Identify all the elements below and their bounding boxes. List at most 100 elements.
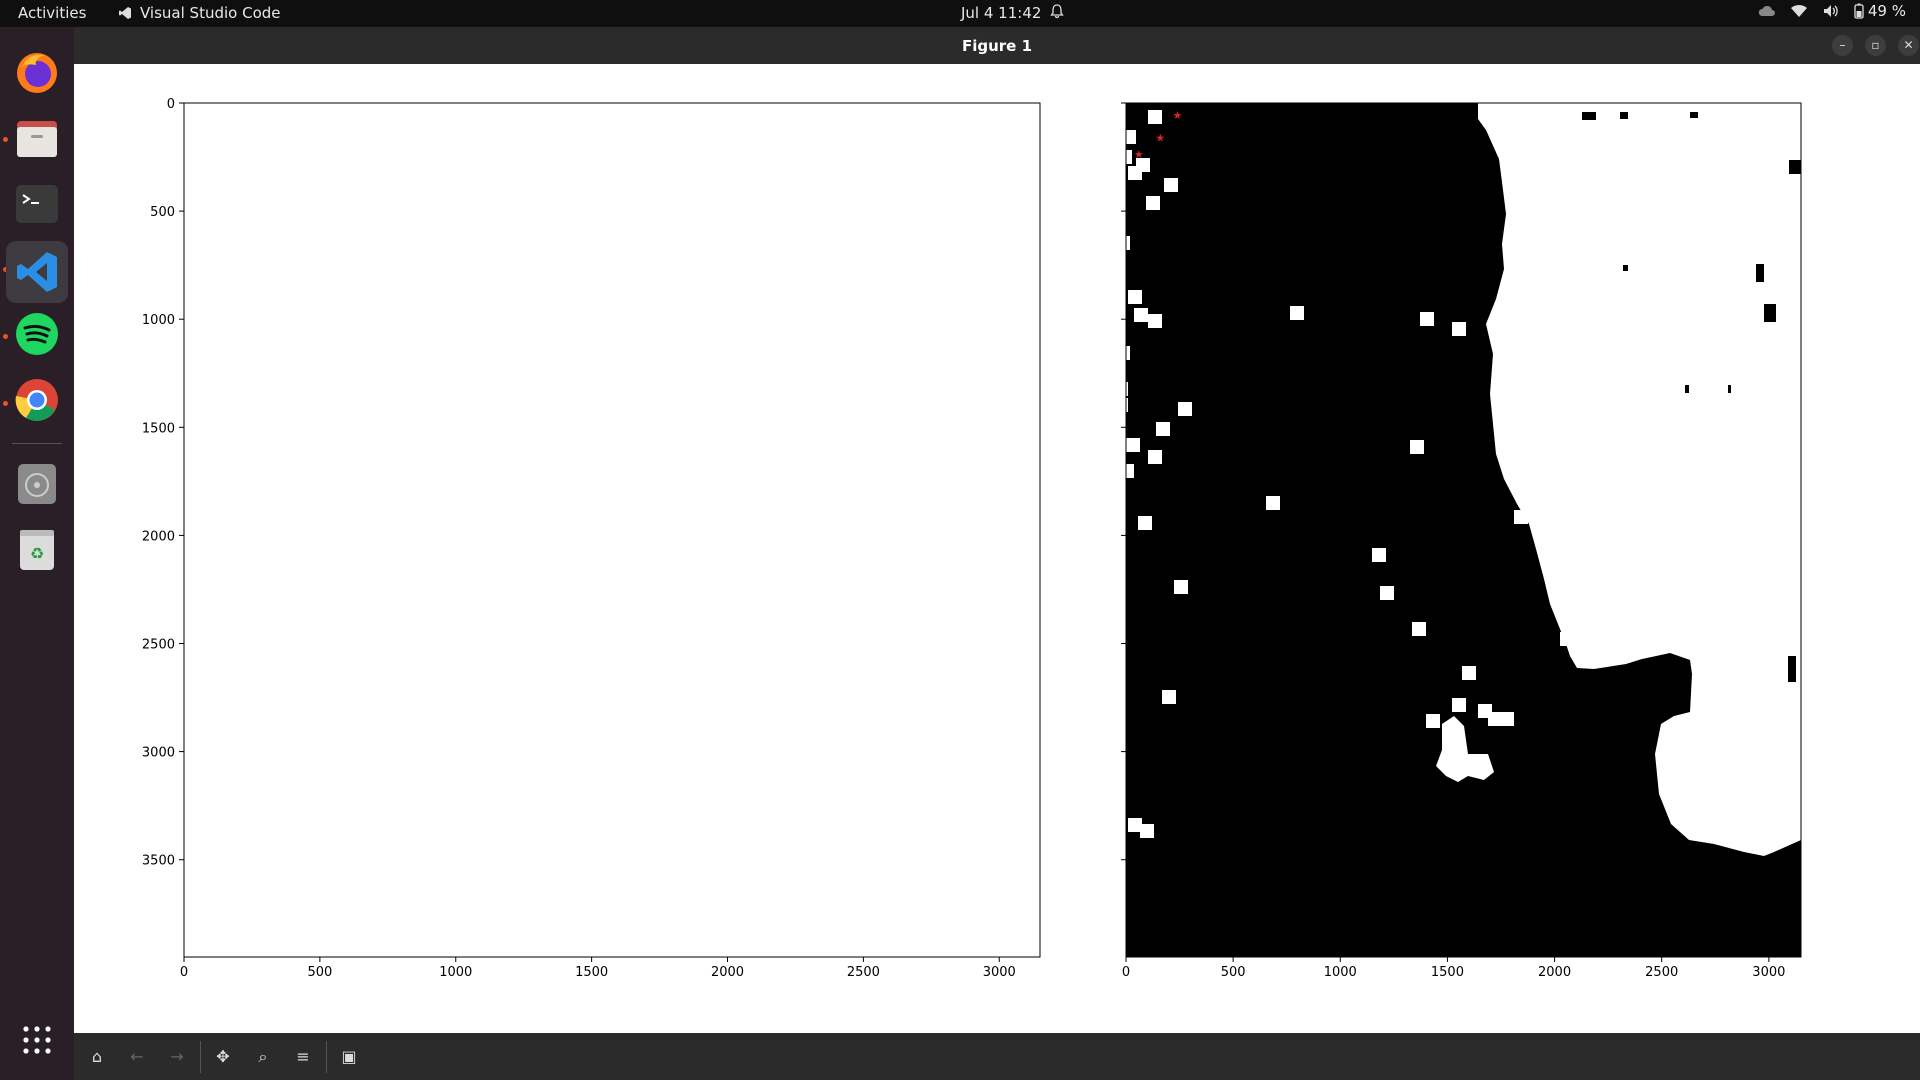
save-button[interactable]: ▣ <box>336 1045 362 1069</box>
toolbar-separator <box>200 1041 201 1073</box>
configure-subplots-button[interactable]: ≡ <box>290 1045 316 1069</box>
close-button[interactable]: ✕ <box>1898 35 1919 56</box>
save-icon: ▣ <box>341 1047 357 1066</box>
mask-square <box>1116 236 1130 250</box>
active-app-menu[interactable]: Visual Studio Code <box>118 4 281 22</box>
pan-button[interactable]: ✥ <box>210 1045 236 1069</box>
mask-square <box>1080 200 1094 214</box>
right-image-mask[interactable]: ★ ★ ★ <box>1052 40 1801 957</box>
home-button[interactable]: ⌂ <box>84 1045 110 1069</box>
x-tick-label: 1000 <box>1324 965 1357 980</box>
dock-disc[interactable] <box>14 461 60 507</box>
dock-spotify[interactable] <box>14 311 60 357</box>
clock[interactable]: Jul 4 11:42 <box>961 4 1042 22</box>
mask-square <box>1068 110 1082 124</box>
left-x-ticks: 0 500 1000 1500 2000 2500 3000 <box>180 957 1016 980</box>
mask-square <box>1452 698 1466 712</box>
x-tick-label: 3000 <box>1752 965 1785 980</box>
mask-square <box>1120 464 1134 478</box>
mask-square <box>1070 170 1084 184</box>
battery-percent: 49 % <box>1867 2 1906 20</box>
minimize-button[interactable]: – <box>1832 35 1853 56</box>
mask-square <box>1104 250 1118 264</box>
mask-square <box>1114 382 1128 396</box>
mask-square <box>1410 440 1424 454</box>
mask-square <box>1266 496 1280 510</box>
mask-square <box>1054 290 1068 304</box>
dock-trash[interactable]: ♻ <box>14 527 60 573</box>
window-titlebar[interactable]: Figure 1 – ▫ ✕ <box>74 27 1920 64</box>
figure-svg: 0 500 1000 1500 2000 2500 3000 0 500 1000 1500 200… <box>142 40 1802 980</box>
running-indicator <box>3 334 8 339</box>
marker-star: ★ <box>1134 148 1144 161</box>
configure-subplots-icon: ≡ <box>296 1047 310 1066</box>
x-tick-label: 1500 <box>1431 965 1464 980</box>
mask-square <box>1126 438 1140 452</box>
dock-terminal[interactable] <box>14 181 60 227</box>
mask-square <box>1068 262 1082 276</box>
x-tick-label: 1500 <box>575 965 608 980</box>
dock-vscode[interactable] <box>6 241 68 303</box>
mask-square <box>1426 714 1440 728</box>
mask-square <box>1110 100 1124 114</box>
zoom-button[interactable]: ⌕ <box>250 1045 276 1069</box>
vscode-icon <box>17 252 57 292</box>
mask-square <box>1090 100 1104 114</box>
left-plot-area[interactable] <box>183 102 1041 958</box>
trash-icon: ♻ <box>20 530 54 570</box>
mask-square <box>1500 712 1514 726</box>
active-app-name: Visual Studio Code <box>140 4 281 22</box>
battery-icon <box>1854 3 1864 19</box>
mask-square <box>1064 488 1078 502</box>
mask-square <box>1086 364 1100 378</box>
volume-icon <box>1823 5 1838 17</box>
figure-canvas[interactable]: 0 500 1000 1500 2000 2500 3000 0 500 1000 1500 200… <box>74 40 1920 1033</box>
mask-square <box>1412 622 1426 636</box>
maximize-button[interactable]: ▫ <box>1865 35 1886 56</box>
mask-square <box>1112 214 1126 228</box>
activities-button[interactable]: Activities <box>18 4 87 22</box>
mask-square <box>1138 516 1152 530</box>
forward-button[interactable]: → <box>164 1045 190 1069</box>
mask-square <box>1104 170 1118 184</box>
x-tick-label: 500 <box>1221 965 1246 980</box>
dock-show-apps[interactable] <box>14 1017 60 1063</box>
running-indicator <box>3 267 8 272</box>
terminal-icon <box>16 185 58 223</box>
x-tick-label: 1000 <box>439 965 472 980</box>
y-tick-label: 1000 <box>142 313 175 328</box>
mask-square <box>1156 422 1170 436</box>
mask-square <box>1062 416 1076 430</box>
dock-chrome[interactable] <box>14 377 60 423</box>
dock-firefox[interactable] <box>14 49 60 95</box>
back-icon: ← <box>130 1047 144 1066</box>
mask-square <box>1096 656 1110 670</box>
svg-text:♻: ♻ <box>30 544 44 563</box>
mask-square <box>1070 366 1084 380</box>
mask-square <box>1094 552 1108 566</box>
mask-square <box>1054 696 1068 710</box>
system-tray[interactable]: 49 % <box>1758 2 1906 20</box>
mask-square <box>1122 130 1136 144</box>
mask-square <box>1058 232 1072 246</box>
right-x-ticks: 0 500 1000 1500 2000 2500 3000 <box>1122 957 1785 980</box>
cloud-icon <box>1758 5 1775 16</box>
toolbar-separator <box>326 1041 327 1073</box>
apps-grid-icon <box>23 1026 51 1054</box>
back-button[interactable]: ← <box>124 1045 150 1069</box>
mask-square <box>1052 480 1066 494</box>
x-tick-label: 2000 <box>1538 965 1571 980</box>
mask-square <box>1058 136 1072 150</box>
x-tick-label: 500 <box>307 965 332 980</box>
x-tick-label: 0 <box>180 965 188 980</box>
y-tick-label: 2500 <box>142 638 175 653</box>
mask-square <box>1114 398 1128 412</box>
x-tick-label: 2500 <box>847 965 880 980</box>
mask-square <box>1104 136 1118 150</box>
dock-files[interactable] <box>14 115 60 161</box>
y-tick-label: 1500 <box>142 421 175 436</box>
mask-square <box>1702 822 1716 836</box>
mask-square <box>1290 306 1304 320</box>
zoom-icon: ⌕ <box>258 1047 268 1066</box>
y-tick-label: 500 <box>150 205 175 220</box>
